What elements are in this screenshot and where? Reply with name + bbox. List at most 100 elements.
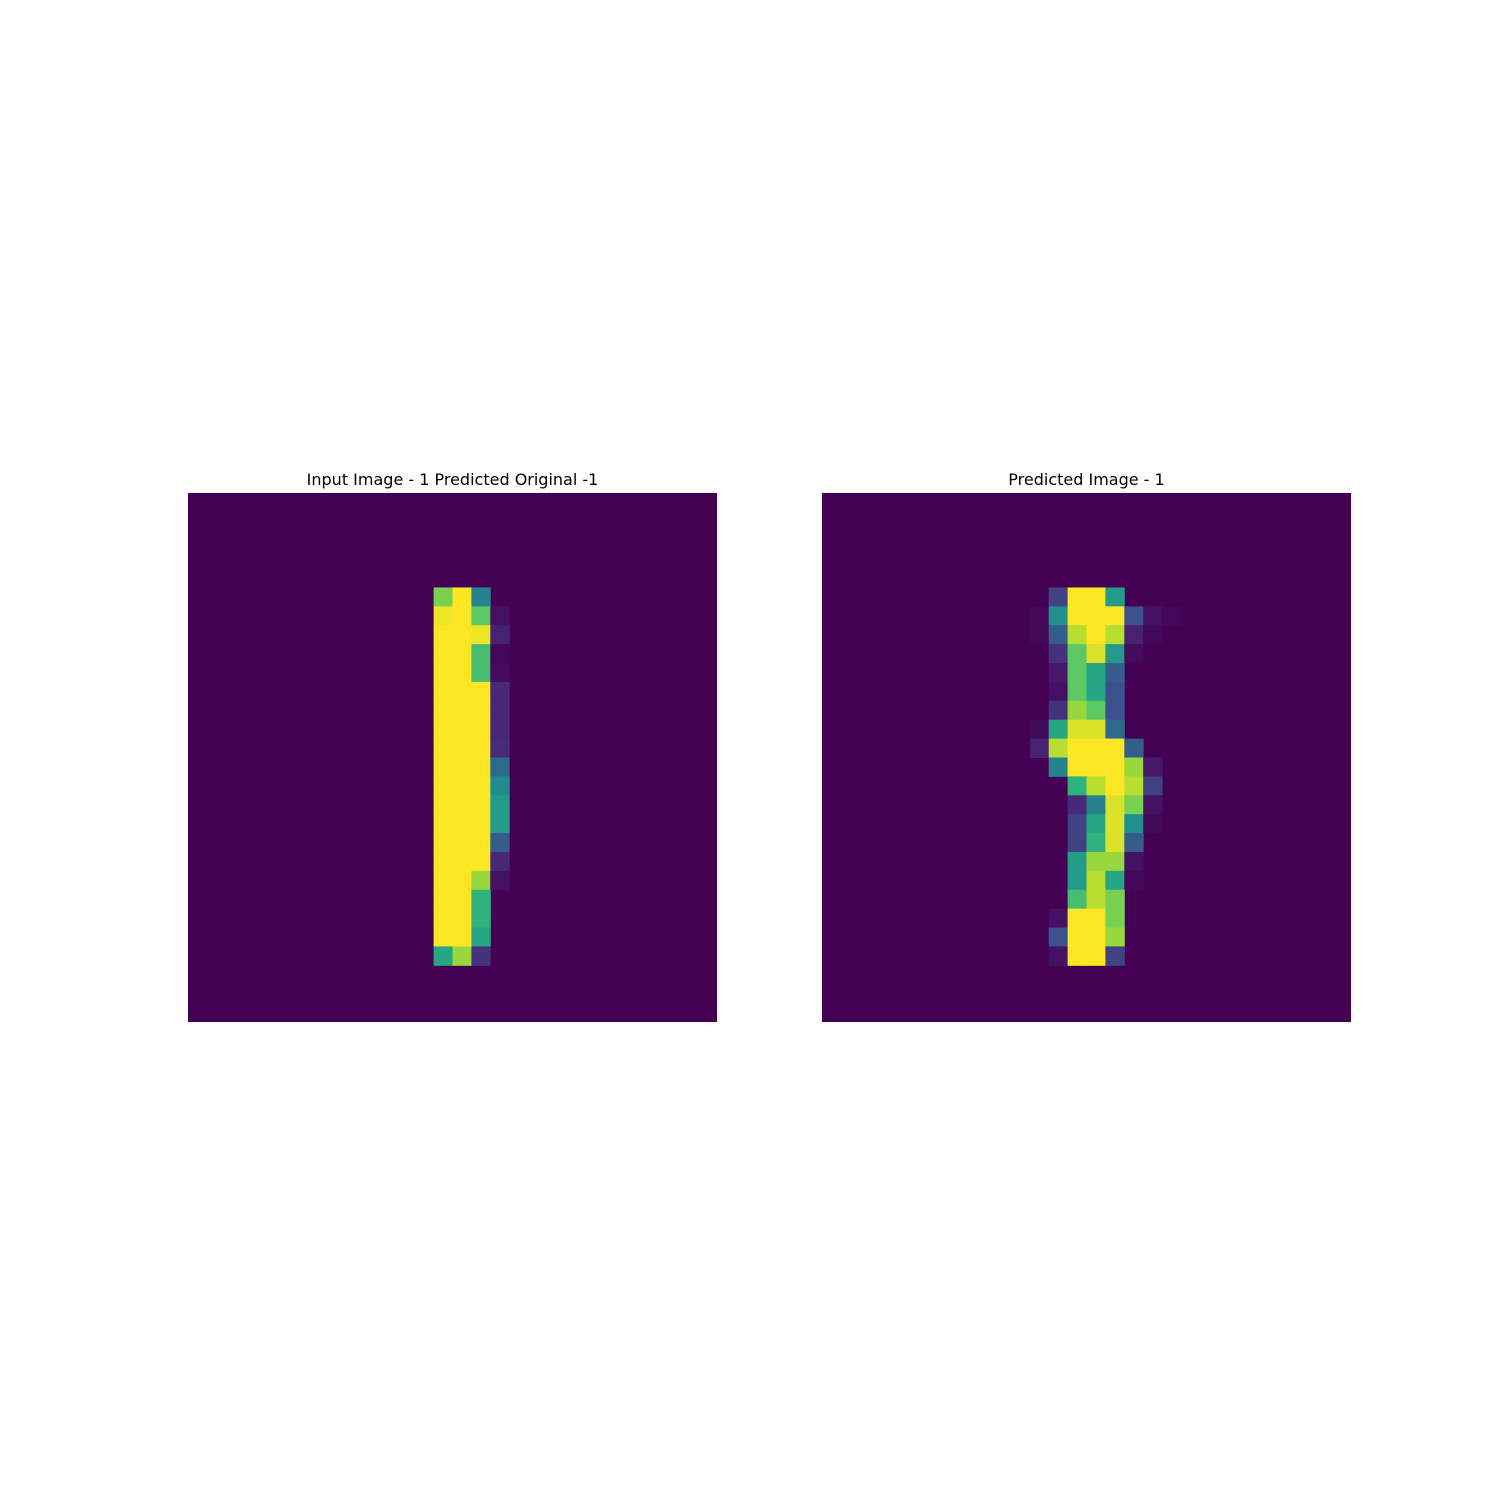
- heatmap-cell: [1105, 757, 1125, 777]
- heatmap-cell: [452, 833, 472, 853]
- heatmap-cell: [490, 795, 510, 815]
- heatmap-cell: [452, 700, 472, 721]
- heatmap-cell: [1086, 814, 1106, 834]
- heatmap-cell: [1124, 776, 1144, 796]
- heatmap-cell: [1086, 681, 1106, 702]
- heatmap-cell: [1086, 870, 1106, 891]
- heatmap-cell: [1067, 889, 1087, 910]
- heatmap-cell: [433, 776, 453, 796]
- heatmap-cell: [1105, 625, 1125, 645]
- heatmap-cell: [433, 795, 453, 815]
- heatmap-cell: [1067, 908, 1087, 929]
- heatmap-cell: [433, 870, 453, 891]
- heatmap-cell: [1143, 625, 1163, 645]
- heatmap-cell: [452, 795, 472, 815]
- heatmap-cell: [1067, 625, 1087, 645]
- heatmap-cell: [1029, 625, 1050, 645]
- heatmap-cell: [1048, 738, 1069, 758]
- heatmap-cell: [1086, 757, 1106, 777]
- heatmap-cell: [471, 795, 491, 815]
- heatmap-cell: [433, 946, 453, 966]
- heatmap-cell: [1067, 776, 1087, 796]
- heatmap-cell: [1086, 700, 1106, 721]
- heatmap-cell: [490, 757, 510, 777]
- heatmap-cell: [1105, 700, 1125, 721]
- heatmap-cell: [1105, 889, 1125, 910]
- heatmap-cell: [1086, 663, 1106, 683]
- heatmap-cell: [1105, 738, 1125, 758]
- heatmap-cell: [490, 663, 510, 683]
- heatmap-cell: [1048, 606, 1069, 626]
- heatmap-cell: [490, 776, 510, 796]
- heatmap-cell: [1029, 606, 1050, 626]
- heatmap-cell: [471, 719, 491, 740]
- heatmap-cell: [433, 719, 453, 740]
- heatmap-cell: [433, 833, 453, 853]
- heatmap-cell: [1124, 757, 1144, 777]
- heatmap-cell: [1067, 757, 1087, 777]
- heatmap-cell: [452, 681, 472, 702]
- heatmap-cell: [433, 738, 453, 758]
- heatmap-cell: [1124, 625, 1144, 645]
- heatmap-cell: [1067, 738, 1087, 758]
- heatmap-cell: [490, 625, 510, 645]
- heatmap-cell: [471, 889, 491, 910]
- heatmap-cell: [1029, 719, 1050, 740]
- heatmap-cell: [1124, 870, 1144, 891]
- heatmap-cell: [1124, 606, 1144, 626]
- heatmap-cell: [471, 927, 491, 947]
- heatmap-cell: [490, 833, 510, 853]
- heatmap-cell: [1086, 927, 1106, 947]
- heatmap-cell: [471, 681, 491, 702]
- heatmap-cell: [1105, 681, 1125, 702]
- heatmap-cell: [1048, 625, 1069, 645]
- heatmap-cell: [452, 776, 472, 796]
- heatmap-cell: [452, 587, 472, 607]
- heatmap-cell: [1105, 606, 1125, 626]
- heatmap-cell: [1105, 644, 1125, 664]
- heatmap-cell: [452, 870, 472, 891]
- heatmap-cell: [433, 606, 453, 626]
- heatmap-cell: [490, 681, 510, 702]
- heatmap-cell: [1067, 644, 1087, 664]
- heatmap-cell: [1086, 776, 1106, 796]
- heatmap-cell: [490, 738, 510, 758]
- heatmap-cell: [433, 851, 453, 872]
- heatmap-cell: [452, 946, 472, 966]
- heatmap-cell: [1086, 851, 1106, 872]
- heatmap-cell: [452, 644, 472, 664]
- heatmap-cell: [1067, 870, 1087, 891]
- heatmap-cell: [1124, 851, 1144, 872]
- input-image-title: Input Image - 1 Predicted Original -1: [306, 470, 599, 489]
- heatmap-cell: [471, 625, 491, 645]
- heatmap-cell: [490, 606, 510, 626]
- heatmap-cell: [1067, 795, 1087, 815]
- heatmap-cell: [452, 814, 472, 834]
- heatmap-cell: [1124, 814, 1144, 834]
- heatmap-cell: [433, 625, 453, 645]
- heatmap-cell: [471, 851, 491, 872]
- heatmap-cell: [471, 587, 491, 607]
- heatmap-cell: [1067, 814, 1087, 834]
- heatmap-cell: [1105, 927, 1125, 947]
- heatmap-cell: [1124, 795, 1144, 815]
- heatmap-cell: [1048, 681, 1069, 702]
- heatmap-cell: [471, 738, 491, 758]
- heatmap-cell: [1086, 644, 1106, 664]
- heatmap-cell: [1143, 757, 1163, 777]
- heatmap-cell: [1086, 587, 1106, 607]
- heatmap-cell: [1143, 776, 1163, 796]
- heatmap-cell: [1086, 738, 1106, 758]
- heatmap-cell: [1086, 946, 1106, 966]
- heatmap-cell: [1105, 719, 1125, 740]
- heatmap-cell: [1086, 908, 1106, 929]
- heatmap-cell: [1048, 587, 1069, 607]
- heatmap-cell: [471, 663, 491, 683]
- heatmap-cell: [1086, 625, 1106, 645]
- heatmap-cell: [1086, 719, 1106, 740]
- heatmap-cell: [1105, 814, 1125, 834]
- heatmap-cell: [452, 851, 472, 872]
- predicted-image-title: Predicted Image - 1: [1008, 470, 1165, 489]
- heatmap-cell: [433, 644, 453, 664]
- heatmap-cell: [452, 927, 472, 947]
